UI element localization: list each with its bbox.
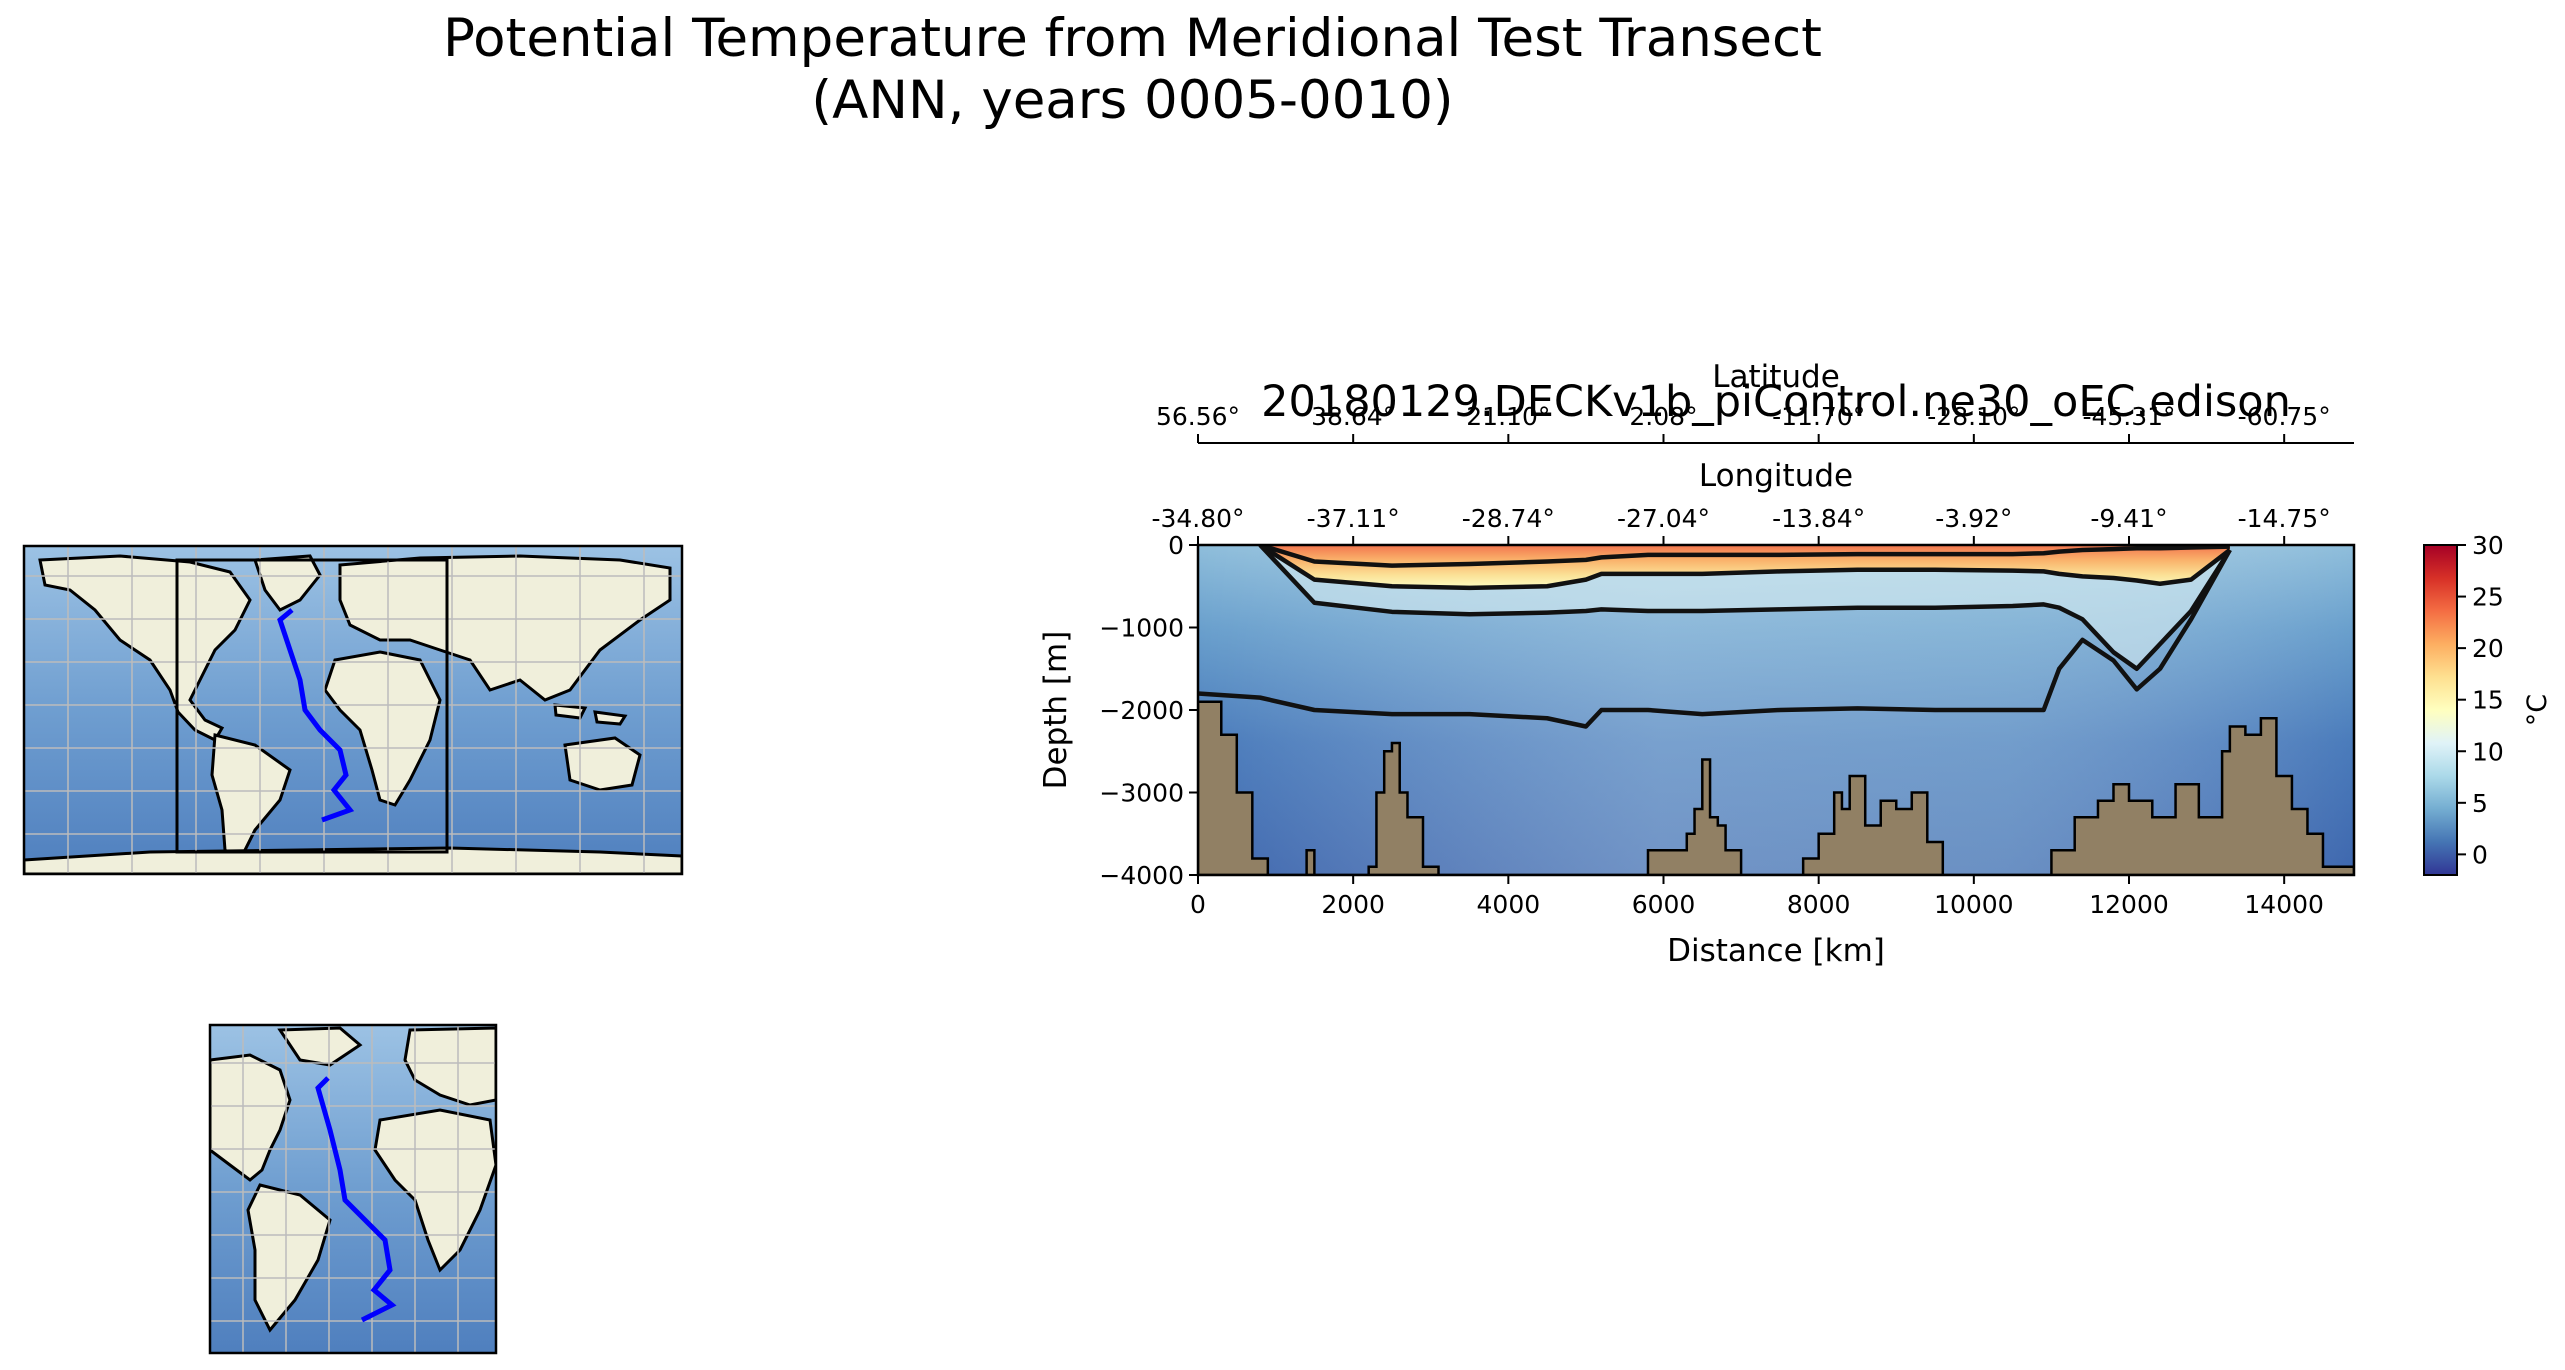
- section-title: 20180129.DECKv1b_piControl.ne30_oEC.edis…: [1261, 377, 2291, 427]
- figure-title-line2: (ANN, years 0005-0010): [811, 70, 1454, 131]
- figure-title: Potential Temperature from Meridional Te…: [0, 8, 2265, 132]
- y-tick-label: −1000: [1099, 614, 1184, 643]
- colorbar-tick-label: 20: [2472, 634, 2504, 663]
- y-tick-label: 0: [1168, 531, 1184, 560]
- x-tick-label: 6000: [1632, 890, 1696, 919]
- colorbar-tick-label: 5: [2472, 789, 2488, 818]
- global-map-gridlines: [24, 546, 682, 874]
- section-y-axis: 0 −1000 −2000 −3000 −4000: [1099, 531, 1198, 890]
- y-tick-label: −3000: [1099, 779, 1184, 808]
- secondary-tick-label: -45.31°: [2082, 402, 2175, 431]
- colorbar-tick-label: 0: [2472, 840, 2488, 869]
- colorbar-tick-label: 30: [2472, 531, 2504, 560]
- longitude-axis-label: Longitude: [1699, 458, 1853, 494]
- secondary-tick-label: -14.75°: [2238, 504, 2331, 533]
- x-tick-label: 0: [1190, 890, 1206, 919]
- colorbar-ticks: 0 5 10 15 20 25 30: [2457, 531, 2504, 869]
- secondary-tick-label: -28.10°: [1927, 402, 2020, 431]
- section-plot: 0 2000 4000 6000 8000 10000 12000 14000 0 −1000 −…: [1038, 359, 2356, 969]
- secondary-tick-label: 21.10°: [1466, 402, 1550, 431]
- secondary-tick-label: 2.08°: [1629, 402, 1697, 431]
- global-map-region-box: [175, 558, 449, 854]
- section-contours: [1198, 545, 2232, 729]
- contour-line-level-4: [1198, 548, 2232, 729]
- section-x-axis: 0 2000 4000 6000 8000 10000 12000 14000: [1190, 875, 2324, 919]
- secondary-tick-label: -60.75°: [2238, 402, 2331, 431]
- colorbar-tick-label: 15: [2472, 686, 2504, 715]
- secondary-tick-label: -9.41°: [2090, 504, 2167, 533]
- x-tick-label: 8000: [1787, 890, 1851, 919]
- global-map-frame: [22, 544, 684, 876]
- secondary-tick-label: 38.64°: [1311, 402, 1395, 431]
- colorbar-label: °C: [2522, 694, 2553, 726]
- secondary-tick-label: 56.56°: [1156, 402, 1240, 431]
- y-tick-label: −4000: [1099, 861, 1184, 890]
- regional-map-transect-line: [315, 1076, 397, 1323]
- section-longitude-axis: -34.80° -37.11° -28.74° -27.04° -13.84° -3.92…: [1151, 504, 2354, 546]
- secondary-tick-label: -13.84°: [1772, 504, 1865, 533]
- colorbar-tick-label: 25: [2472, 583, 2504, 612]
- colorbar: 0 5 10 15 20 25 30 °C: [2423, 531, 2553, 876]
- global-map-transect-line: [277, 608, 355, 823]
- colorbar-gradient: [2424, 545, 2457, 875]
- secondary-tick-label: -34.80°: [1151, 504, 1244, 533]
- secondary-tick-label: -27.04°: [1617, 504, 1710, 533]
- x-tick-label: 12000: [2089, 890, 2169, 919]
- contour-line-level-1: [1259, 545, 2230, 568]
- contour-line-level-2: [1258, 545, 2232, 591]
- bathymetry-fill: [1198, 700, 2354, 875]
- secondary-tick-label: -28.74°: [1462, 504, 1555, 533]
- regional-map: [208, 1023, 498, 1355]
- figure-title-line1: Potential Temperature from Meridional Te…: [443, 8, 1822, 69]
- contour-line-level-3: [1258, 545, 2232, 671]
- global-map-land: [24, 554, 682, 874]
- x-tick-label: 14000: [2244, 890, 2324, 919]
- secondary-tick-label: -3.92°: [1935, 504, 2012, 533]
- secondary-tick-label: -11.70°: [1772, 402, 1865, 431]
- latitude-axis-label: Latitude: [1712, 359, 1840, 395]
- regional-map-frame: [208, 1023, 498, 1355]
- y-tick-label: −2000: [1099, 696, 1184, 725]
- colorbar-frame: [2423, 544, 2458, 876]
- section-bathymetry: [1198, 700, 2354, 875]
- x-tick-label: 4000: [1477, 890, 1541, 919]
- colorbar-tick-label: 10: [2472, 737, 2504, 766]
- y-axis-label: Depth [m]: [1038, 631, 1074, 790]
- global-map: [22, 544, 684, 876]
- secondary-tick-label: -37.11°: [1307, 504, 1400, 533]
- section-latitude-axis: 56.56° 38.64° 21.10° 2.08° -11.70° -28.10° -45…: [1156, 402, 2354, 444]
- x-axis-label: Distance [km]: [1667, 933, 1885, 969]
- x-tick-label: 10000: [1934, 890, 2014, 919]
- x-tick-label: 2000: [1321, 890, 1385, 919]
- regional-map-gridlines: [210, 1025, 496, 1353]
